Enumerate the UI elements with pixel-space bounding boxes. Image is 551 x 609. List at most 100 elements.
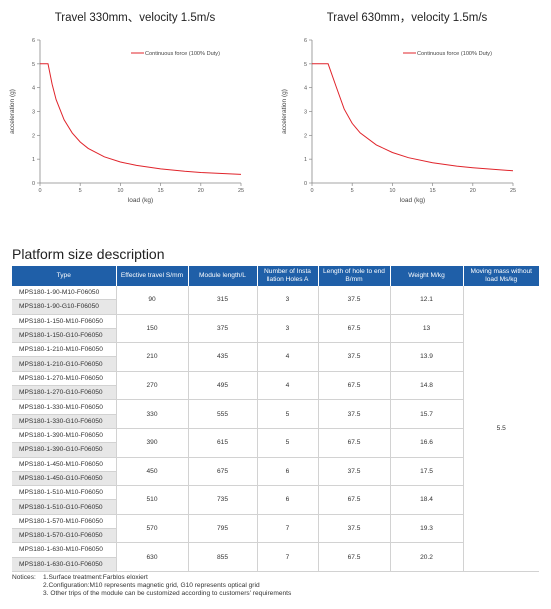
module-length-cell: 615 (188, 428, 258, 458)
table-row: MPS180-1-270-G10-F06050 (12, 385, 539, 401)
type-cell: MPS180-1-630-M10-F06050 (12, 542, 117, 558)
type-cell: MPS180-1-570-G10-F06050 (12, 528, 117, 544)
y-tick-label: 2 (304, 133, 307, 139)
y-tick-label: 0 (304, 181, 307, 187)
header-hole-to-end: Length of hole to end B/mm (318, 266, 391, 286)
weight-cell: 14.8 (390, 371, 464, 401)
chart-travel-330: Travel 330mm、velocity 1.5m/s 0 1 2 3 4 5 6 0 5 10… (0, 0, 270, 215)
table-row: MPS180-1-630-M10-F06050 630 855 7 67.5 20.2 (12, 542, 539, 572)
travel-cell: 390 (116, 428, 189, 458)
y-tick-label: 0 (32, 181, 35, 187)
module-length-cell: 555 (188, 399, 258, 429)
y-tick-label: 4 (32, 86, 35, 92)
holes-cell: 3 (257, 286, 319, 315)
x-tick-label: 20 (470, 188, 476, 194)
x-tick-label: 5 (79, 188, 82, 194)
travel-cell: 270 (116, 371, 189, 401)
type-cell: MPS180-1-210-M10-F06050 (12, 342, 117, 358)
y-tick-label: 6 (304, 38, 307, 44)
table-row: MPS180-1-150-G10-F06050 (12, 328, 539, 344)
hole-end-cell: 37.5 (318, 286, 391, 315)
table-row: MPS180-1-150-M10-F06050 150 375 3 67.5 13 (12, 314, 539, 344)
table-row: MPS180-1-210-M10-F06050 210 435 4 37.5 13.9 (12, 342, 539, 372)
table-row: MPS180-1-630-G10-F06050 (12, 557, 539, 572)
module-length-cell: 495 (188, 371, 258, 401)
type-cell: MPS180-1-150-G10-F06050 (12, 328, 117, 344)
y-tick-label: 3 (32, 110, 35, 116)
module-length-cell: 375 (188, 314, 258, 344)
y-tick-label: 6 (32, 38, 35, 44)
table-row: MPS180-1-90-G10-F06050 (12, 299, 539, 315)
y-tick-label: 5 (32, 62, 35, 68)
module-length-cell: 315 (188, 286, 258, 315)
weight-cell: 15.7 (390, 399, 464, 429)
table-row: MPS180-1-270-M10-F06050 270 495 4 67.5 14.8 (12, 371, 539, 401)
holes-cell: 7 (257, 542, 319, 572)
type-cell: MPS180-1-390-M10-F06050 (12, 428, 117, 444)
chart-title: Travel 630mm，velocity 1.5m/s (326, 12, 488, 24)
type-cell: MPS180-1-330-M10-F06050 (12, 399, 117, 415)
hole-end-cell: 67.5 (318, 371, 391, 401)
x-tick-label: 0 (38, 188, 41, 194)
travel-cell: 510 (116, 485, 189, 515)
type-cell: MPS180-1-90-M10-F06050 (12, 286, 117, 301)
notice-line: 2.Configuration:M10 represents magnetic … (43, 582, 260, 590)
table-header-row: Type Effective travel S/mm Module length… (12, 266, 539, 286)
y-tick-label: 4 (304, 86, 307, 92)
table-row: MPS180-1-390-M10-F06050 390 615 5 67.5 16.6 (12, 428, 539, 458)
holes-cell: 5 (257, 428, 319, 458)
type-cell: MPS180-1-450-G10-F06050 (12, 471, 117, 487)
weight-cell: 12.1 (390, 286, 464, 315)
header-module-length: Module length/L (188, 266, 258, 286)
x-axis-label: load (kg) (128, 197, 153, 204)
hole-end-cell: 67.5 (318, 428, 391, 458)
type-cell: MPS180-1-570-M10-F06050 (12, 514, 117, 530)
module-length-cell: 795 (188, 514, 258, 544)
hole-end-cell: 37.5 (318, 457, 391, 487)
holes-cell: 6 (257, 457, 319, 487)
travel-cell: 210 (116, 342, 189, 372)
hole-end-cell: 67.5 (318, 314, 391, 344)
travel-cell: 330 (116, 399, 189, 429)
hole-end-cell: 37.5 (318, 399, 391, 429)
module-length-cell: 855 (188, 542, 258, 572)
type-cell: MPS180-1-90-G10-F06050 (12, 299, 117, 315)
x-axis-label: load (kg) (400, 197, 425, 204)
x-tick-label: 25 (510, 188, 516, 194)
holes-cell: 5 (257, 399, 319, 429)
y-tick-label: 1 (32, 157, 35, 163)
travel-cell: 630 (116, 542, 189, 572)
type-cell: MPS180-1-510-G10-F06050 (12, 499, 117, 515)
travel-cell: 90 (116, 286, 189, 315)
x-tick-label: 0 (310, 188, 313, 194)
weight-cell: 13 (390, 314, 464, 344)
chart-svg: 0 1 2 3 4 5 6 0 5 10 15 20 25 load (kg) acceleration (… (281, 38, 516, 204)
y-tick-label: 2 (32, 133, 35, 139)
notices-label: Notices: (12, 574, 36, 581)
y-tick-label: 1 (304, 157, 307, 163)
y-tick-label: 3 (304, 110, 307, 116)
legend-label: Continuous force (100% Duty) (145, 51, 220, 57)
type-cell: MPS180-1-450-M10-F06050 (12, 457, 117, 472)
moving-mass-cell: 5.5 (463, 286, 539, 572)
header-type: Type (12, 266, 117, 286)
weight-cell: 18.4 (390, 485, 464, 515)
holes-cell: 4 (257, 342, 319, 372)
x-tick-label: 15 (430, 188, 436, 194)
type-cell: MPS180-1-390-G10-F06050 (12, 442, 117, 458)
holes-cell: 7 (257, 514, 319, 544)
travel-cell: 450 (116, 457, 189, 487)
hole-end-cell: 37.5 (318, 514, 391, 544)
type-cell: MPS180-1-510-M10-F06050 (12, 485, 117, 501)
table-body: MPS180-1-90-M10-F06050 90 315 3 37.5 12.1 5.5 M… (12, 286, 539, 572)
type-cell: MPS180-1-210-G10-F06050 (12, 356, 117, 372)
notice-line: 3. Other trips of the module can be cust… (43, 590, 292, 598)
weight-cell: 17.5 (390, 457, 464, 487)
y-axis-label: acceleration (g) (9, 89, 16, 134)
table-row: MPS180-1-330-G10-F06050 (12, 414, 539, 429)
hole-end-cell: 67.5 (318, 542, 391, 572)
module-length-cell: 735 (188, 485, 258, 515)
table-row: MPS180-1-450-M10-F06050 450 675 6 37.5 17.5 (12, 457, 539, 487)
hole-end-cell: 37.5 (318, 342, 391, 372)
holes-cell: 3 (257, 314, 319, 344)
